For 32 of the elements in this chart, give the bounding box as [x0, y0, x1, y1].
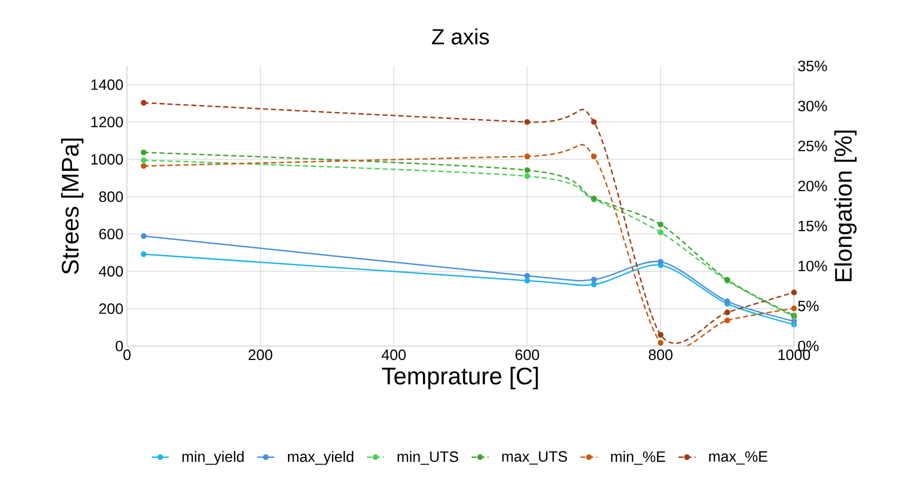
- y-tick-label: 600: [99, 228, 123, 240]
- legend-label: min_%E: [611, 450, 666, 465]
- y-tick-label: 400: [98, 266, 123, 277]
- legend-label: max_%E: [709, 451, 768, 465]
- x-tick-label: 800: [648, 350, 672, 360]
- y-axis-title: Strees [MPa]: [61, 138, 84, 274]
- y-tick-label: 1400: [91, 79, 123, 90]
- y-tick-label: 1000: [91, 154, 123, 165]
- x-axis-title: Temprature [C]: [382, 366, 538, 390]
- y2-tick-label: 15%: [798, 220, 827, 232]
- y2-tick-label: 25%: [798, 140, 827, 152]
- legend-label: min_UTS: [398, 450, 458, 465]
- y2-tick-label: 10%: [798, 260, 827, 272]
- y2-tick-label: 30%: [798, 100, 827, 112]
- y2-tick-label: 5%: [798, 300, 819, 312]
- x-tick-label: 600: [516, 350, 540, 360]
- y-tick-label: 0: [116, 340, 123, 352]
- chart-title: Z axis: [432, 28, 489, 45]
- y2-tick-label: 20%: [798, 180, 827, 192]
- x-tick-label: 200: [248, 350, 272, 360]
- y-tick-label: 200: [99, 303, 123, 314]
- legend-label: max_yield: [288, 450, 354, 465]
- y-tick-label: 1200: [91, 116, 123, 128]
- y2-tick-label: 0%: [798, 340, 819, 352]
- y-tick-label: 800: [99, 191, 123, 202]
- legend-label: max_UTS: [502, 451, 568, 465]
- y2-axis-title: Elongation [%]: [834, 130, 857, 282]
- y2-tick-label: 35%: [798, 60, 827, 72]
- legend-label: min_yield: [182, 450, 244, 465]
- x-tick-label: 0: [123, 350, 131, 360]
- x-tick-label: 1000: [778, 350, 810, 360]
- x-tick-label: 400: [382, 350, 406, 360]
